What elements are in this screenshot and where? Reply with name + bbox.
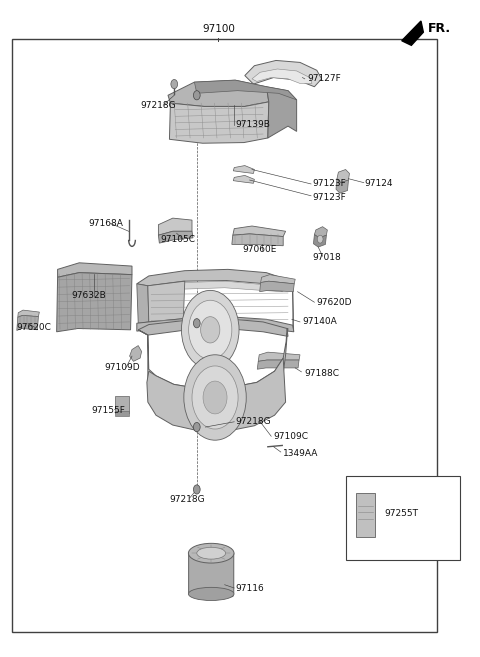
- Text: 97188C: 97188C: [305, 369, 340, 378]
- Circle shape: [203, 381, 227, 414]
- Text: 97139B: 97139B: [235, 120, 270, 129]
- Text: 97116: 97116: [235, 583, 264, 593]
- Polygon shape: [138, 328, 288, 403]
- Circle shape: [184, 355, 246, 440]
- Text: 97124: 97124: [365, 179, 393, 189]
- Text: 97123F: 97123F: [312, 193, 346, 202]
- Ellipse shape: [188, 587, 234, 600]
- Polygon shape: [337, 170, 349, 183]
- Polygon shape: [148, 281, 185, 322]
- Text: 97155F: 97155F: [91, 406, 125, 415]
- Polygon shape: [266, 87, 297, 138]
- Text: 97632B: 97632B: [72, 291, 106, 300]
- Polygon shape: [168, 80, 269, 106]
- Polygon shape: [252, 69, 312, 83]
- Circle shape: [193, 422, 200, 432]
- Text: 97620C: 97620C: [16, 323, 51, 332]
- Polygon shape: [257, 360, 299, 369]
- Text: 97218G: 97218G: [235, 417, 271, 426]
- Polygon shape: [154, 281, 283, 292]
- Text: 97168A: 97168A: [88, 219, 123, 228]
- Polygon shape: [261, 275, 295, 284]
- Circle shape: [189, 300, 232, 359]
- FancyBboxPatch shape: [115, 396, 129, 413]
- Polygon shape: [260, 281, 294, 292]
- Circle shape: [193, 319, 200, 328]
- Circle shape: [201, 317, 220, 343]
- Polygon shape: [158, 231, 193, 243]
- Text: 97218G: 97218G: [141, 101, 176, 110]
- Text: 97018: 97018: [312, 253, 341, 262]
- Bar: [12, 39, 437, 632]
- Circle shape: [181, 290, 239, 369]
- Circle shape: [317, 235, 323, 243]
- Polygon shape: [138, 319, 288, 336]
- Text: 97620D: 97620D: [317, 298, 352, 307]
- Polygon shape: [58, 263, 132, 277]
- Text: 97123F: 97123F: [312, 179, 346, 189]
- FancyBboxPatch shape: [115, 411, 129, 416]
- Circle shape: [171, 79, 178, 89]
- Polygon shape: [169, 102, 269, 143]
- Circle shape: [193, 91, 200, 100]
- Polygon shape: [194, 80, 297, 100]
- Polygon shape: [158, 218, 192, 235]
- Text: 97109D: 97109D: [105, 363, 140, 373]
- Ellipse shape: [197, 547, 226, 559]
- Polygon shape: [18, 310, 39, 317]
- Polygon shape: [292, 281, 294, 332]
- Text: 1349AA: 1349AA: [283, 449, 319, 458]
- Polygon shape: [245, 60, 322, 87]
- Polygon shape: [189, 553, 234, 598]
- Polygon shape: [137, 317, 294, 332]
- Text: 97109C: 97109C: [274, 432, 309, 441]
- Circle shape: [193, 485, 200, 494]
- Polygon shape: [130, 346, 142, 361]
- Polygon shape: [137, 284, 149, 323]
- Polygon shape: [402, 21, 423, 45]
- Text: 97255T: 97255T: [384, 509, 418, 518]
- Ellipse shape: [188, 543, 234, 563]
- Text: 97127F: 97127F: [307, 74, 341, 83]
- Bar: [346, 476, 460, 560]
- Polygon shape: [147, 358, 286, 431]
- Text: FR.: FR.: [428, 22, 451, 35]
- Polygon shape: [137, 269, 293, 289]
- Polygon shape: [17, 315, 38, 330]
- Polygon shape: [233, 166, 254, 173]
- Polygon shape: [233, 226, 286, 237]
- Text: 97060E: 97060E: [242, 245, 276, 254]
- Text: 97140A: 97140A: [302, 317, 337, 327]
- Polygon shape: [232, 234, 283, 246]
- FancyBboxPatch shape: [356, 493, 375, 537]
- Text: 97218G: 97218G: [169, 495, 205, 504]
- Circle shape: [192, 366, 238, 429]
- Polygon shape: [57, 273, 132, 332]
- Polygon shape: [233, 175, 254, 183]
- Polygon shape: [314, 227, 327, 238]
- Text: 97105C: 97105C: [160, 235, 195, 244]
- Polygon shape: [336, 179, 348, 193]
- Text: 97100: 97100: [202, 24, 235, 34]
- Polygon shape: [258, 352, 300, 361]
- Polygon shape: [313, 235, 326, 247]
